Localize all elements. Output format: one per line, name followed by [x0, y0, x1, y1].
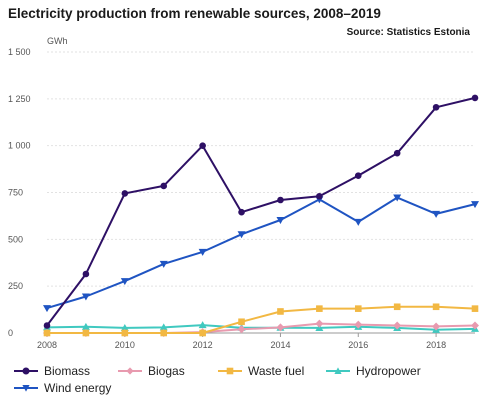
- data-point-biomass: [471, 94, 479, 102]
- data-point-hydropower: [120, 323, 129, 331]
- data-point-hydropower: [198, 321, 207, 329]
- series-line-biomass: [46, 96, 476, 327]
- data-point-biogas: [276, 323, 285, 332]
- data-point-waste-fuel: [393, 303, 401, 311]
- data-point-waste-fuel: [238, 318, 245, 326]
- legend-label-biomass: Biomass: [44, 364, 91, 378]
- data-point-waste-fuel: [316, 305, 323, 312]
- data-point-biogas: [354, 320, 363, 329]
- y-tick-label: 1 000: [8, 141, 31, 151]
- data-point-biomass: [199, 142, 206, 149]
- data-point-waste-fuel: [432, 303, 440, 311]
- data-point-wind-energy: [159, 260, 168, 268]
- legend-item-waste-fuel: Waste fuel: [218, 364, 304, 378]
- y-tick-label: 750: [8, 188, 23, 198]
- data-point-biomass: [121, 190, 129, 197]
- data-point-wind-energy: [471, 201, 479, 209]
- legend-swatch-biomass: [14, 367, 38, 375]
- legend-swatch-biogas: [118, 367, 142, 375]
- data-point-waste-fuel: [160, 329, 168, 337]
- data-point-biomass: [160, 182, 168, 190]
- y-tick-label: 500: [8, 234, 23, 244]
- legend-item-biogas: Biogas: [118, 364, 185, 378]
- x-tick-label: 2010: [115, 340, 135, 350]
- data-point-wind-energy: [120, 278, 129, 286]
- data-point-biomass: [432, 103, 440, 111]
- y-tick-label: 0: [8, 328, 13, 338]
- y-axis-unit-label: GWh: [47, 36, 68, 46]
- data-point-wind-energy: [432, 210, 441, 218]
- data-point-wind-energy: [43, 305, 51, 313]
- data-point-biomass: [393, 149, 401, 157]
- data-point-waste-fuel: [354, 305, 362, 312]
- legend-label-hydropower: Hydropower: [356, 364, 421, 378]
- y-tick-label: 250: [8, 281, 23, 291]
- y-tick-label: 1 500: [8, 47, 31, 57]
- legend-label-wind-energy: Wind energy: [44, 381, 112, 395]
- data-point-waste-fuel: [82, 329, 90, 337]
- legend-item-wind-energy: Wind energy: [14, 381, 111, 395]
- x-tick-label: 2014: [270, 340, 290, 350]
- chart-source: Source: Statistics Estonia: [346, 27, 470, 38]
- series-line-waste-fuel: [47, 305, 476, 334]
- data-point-biogas: [432, 322, 441, 331]
- legend-swatch-wind-energy: [14, 385, 38, 392]
- data-point-biomass: [82, 270, 90, 278]
- data-point-waste-fuel: [471, 305, 479, 312]
- data-point-waste-fuel: [199, 329, 206, 337]
- data-point-waste-fuel: [277, 308, 284, 315]
- data-point-biogas: [237, 325, 246, 334]
- data-point-wind-energy: [237, 231, 246, 239]
- data-point-biomass: [316, 192, 323, 200]
- x-tick-label: 2018: [426, 340, 446, 350]
- data-point-biomass: [43, 322, 51, 329]
- legend-label-waste-fuel: Waste fuel: [248, 364, 305, 378]
- data-point-wind-energy: [393, 194, 402, 202]
- data-point-wind-energy: [81, 293, 90, 301]
- data-point-hydropower: [159, 323, 168, 331]
- data-point-biogas: [315, 319, 324, 328]
- data-point-hydropower: [81, 322, 90, 330]
- legend-swatch-hydropower: [326, 367, 350, 374]
- data-point-wind-energy: [198, 248, 207, 256]
- x-tick-label: 2016: [348, 340, 368, 350]
- data-point-biomass: [354, 172, 362, 179]
- data-point-biomass: [277, 196, 284, 204]
- legend-label-biogas: Biogas: [148, 364, 185, 378]
- data-point-biomass: [238, 208, 245, 216]
- x-tick-label: 2008: [37, 340, 57, 350]
- data-point-waste-fuel: [121, 329, 129, 337]
- x-tick-label: 2012: [193, 340, 213, 350]
- data-point-wind-energy: [276, 217, 285, 225]
- legend-item-biomass: Biomass: [14, 364, 90, 378]
- y-tick-label: 1 250: [8, 94, 31, 104]
- series-line-wind-energy: [46, 196, 476, 310]
- data-point-wind-energy: [354, 218, 363, 226]
- data-point-waste-fuel: [43, 329, 51, 337]
- data-point-biogas: [471, 321, 479, 330]
- legend-swatch-waste-fuel: [218, 367, 242, 375]
- data-point-biogas: [393, 321, 402, 330]
- legend-item-hydropower: Hydropower: [326, 364, 421, 378]
- chart-title: Electricity production from renewable so…: [8, 6, 381, 21]
